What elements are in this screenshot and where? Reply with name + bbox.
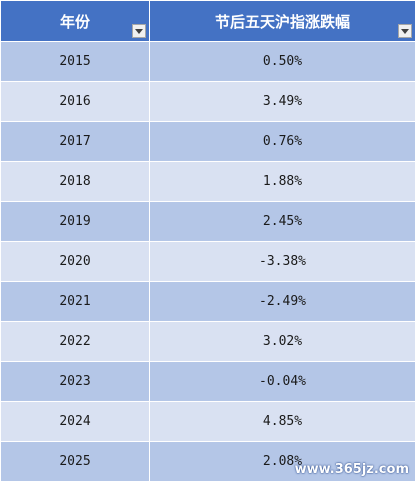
year-cell: 2023 (1, 362, 150, 402)
year-cell: 2017 (1, 122, 150, 162)
change-cell: 0.50% (150, 42, 415, 82)
change-cell: 3.02% (150, 322, 415, 362)
table-row: 2015 0.50% (1, 42, 415, 82)
table-row: 2017 0.76% (1, 122, 415, 162)
change-cell: 4.85% (150, 402, 415, 442)
change-cell: 2.45% (150, 202, 415, 242)
year-cell: 2016 (1, 82, 150, 122)
table-row: 2020 -3.38% (1, 242, 415, 282)
change-cell: -0.04% (150, 362, 415, 402)
header-change-label: 节后五天沪指涨跌幅 (215, 11, 350, 32)
year-cell: 2019 (1, 202, 150, 242)
filter-dropdown-icon[interactable] (398, 24, 412, 38)
table-row: 2019 2.45% (1, 202, 415, 242)
header-year: 年份 (1, 1, 150, 42)
change-cell: -3.38% (150, 242, 415, 282)
change-cell: -2.49% (150, 282, 415, 322)
header-change: 节后五天沪指涨跌幅 (150, 1, 415, 42)
header-year-label: 年份 (60, 11, 90, 32)
year-cell: 2024 (1, 402, 150, 442)
filter-dropdown-icon[interactable] (132, 24, 146, 38)
table-row: 2024 4.85% (1, 402, 415, 442)
table-row: 2022 3.02% (1, 322, 415, 362)
year-cell: 2021 (1, 282, 150, 322)
change-cell: 0.76% (150, 122, 415, 162)
watermark: www.365jz.com (295, 462, 409, 477)
year-cell: 2020 (1, 242, 150, 282)
change-cell: 1.88% (150, 162, 415, 202)
table-row: 2021 -2.49% (1, 282, 415, 322)
header-row: 年份 节后五天沪指涨跌幅 (1, 1, 415, 42)
year-cell: 2015 (1, 42, 150, 82)
table-row: 2016 3.49% (1, 82, 415, 122)
table-row: 2018 1.88% (1, 162, 415, 202)
change-cell: 3.49% (150, 82, 415, 122)
year-cell: 2025 (1, 442, 150, 482)
year-cell: 2022 (1, 322, 150, 362)
table-row: 2023 -0.04% (1, 362, 415, 402)
year-cell: 2018 (1, 162, 150, 202)
